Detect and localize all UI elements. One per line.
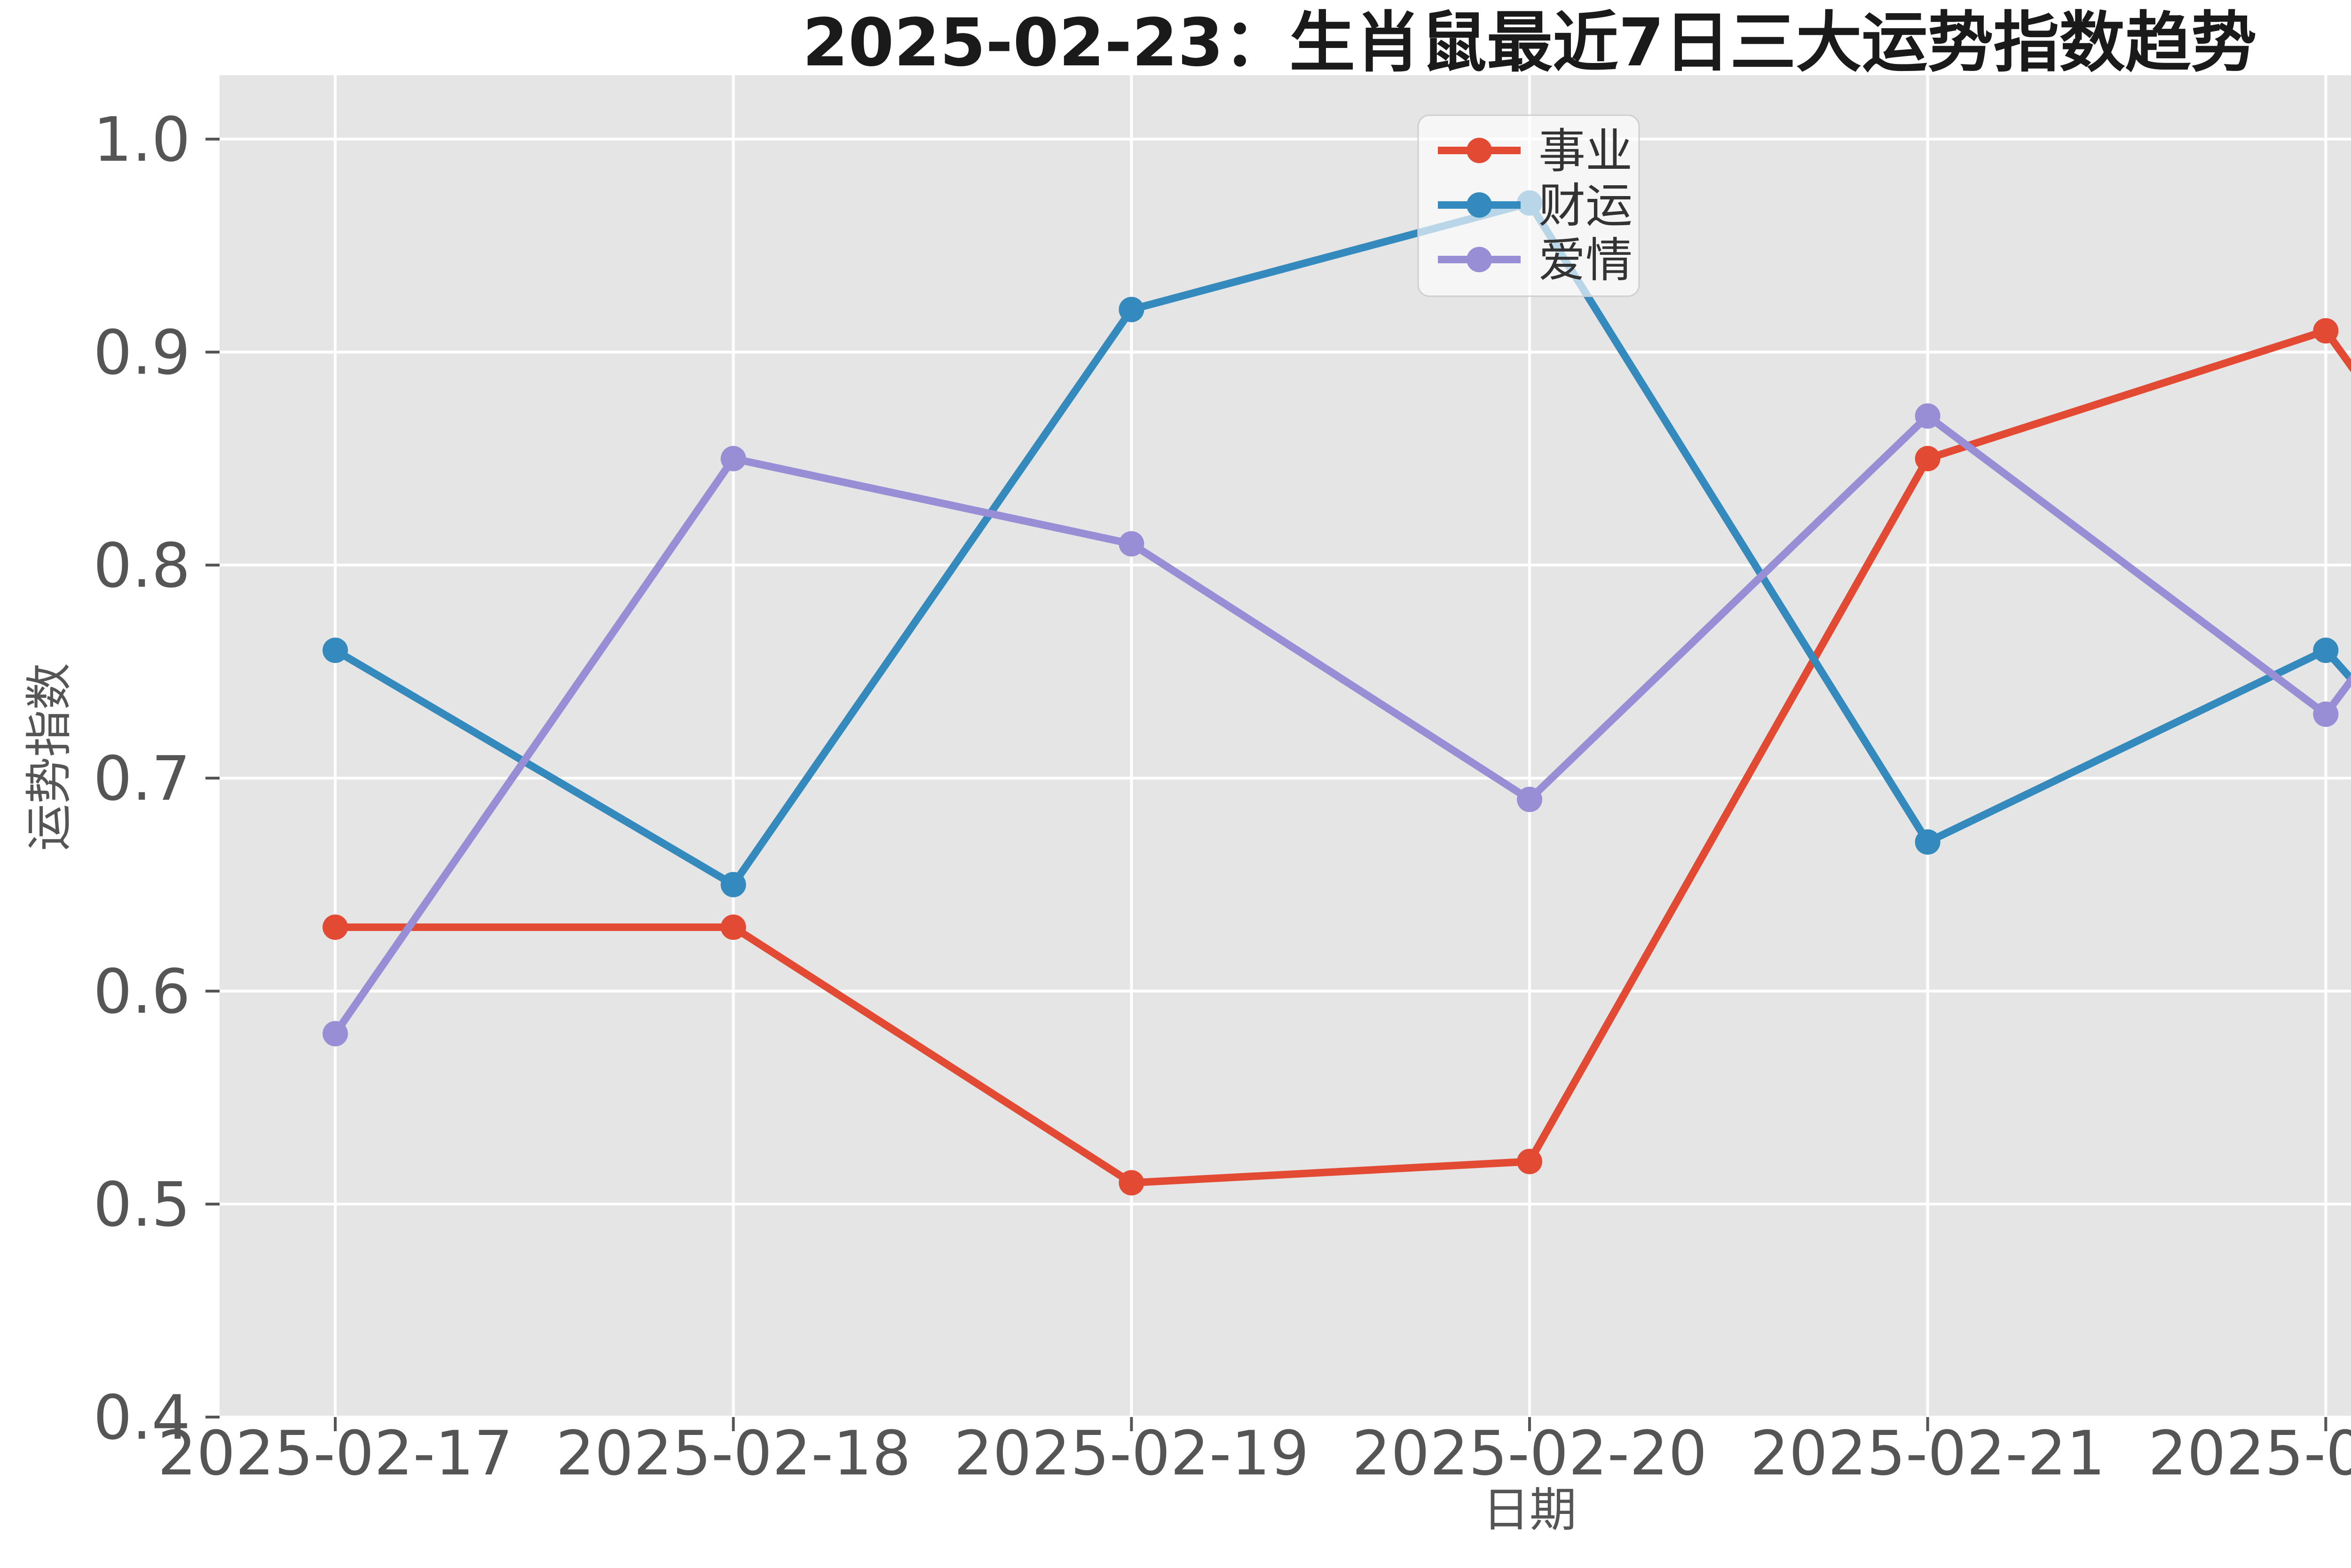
y-axis-label: 运势指数 — [22, 663, 77, 851]
legend-label-wealth: 财运 — [1538, 178, 1633, 233]
legend-marker-dot-wealth — [1467, 192, 1492, 218]
x-tick-label: 2025-02-19 — [954, 1418, 1310, 1489]
legend-marker-dot-love — [1467, 247, 1492, 272]
data-point-love-2025-02-19 — [1119, 531, 1144, 557]
y-tick-label: 1.0 — [93, 104, 190, 175]
data-point-career-2025-02-18 — [720, 914, 746, 940]
legend-label-career: 事业 — [1538, 124, 1633, 179]
data-point-wealth-2025-02-18 — [720, 872, 746, 898]
legend-label-love: 爱情 — [1538, 233, 1633, 288]
x-tick-label: 2025-02-17 — [158, 1418, 513, 1489]
x-tick-label: 2025-02-21 — [1750, 1418, 2106, 1489]
data-point-love-2025-02-21 — [1915, 403, 1941, 429]
chart-title: 2025-02-23：生肖鼠最近7日三大运势指数趋势 — [802, 5, 2257, 81]
y-tick-label: 0.9 — [93, 317, 190, 388]
data-point-career-2025-02-20 — [1517, 1149, 1542, 1174]
data-point-love-2025-02-22 — [2313, 701, 2339, 727]
data-point-love-2025-02-18 — [720, 446, 746, 472]
data-point-love-2025-02-17 — [323, 1021, 348, 1047]
legend-marker-dot-career — [1467, 138, 1492, 163]
data-point-wealth-2025-02-21 — [1915, 829, 1941, 855]
data-point-wealth-2025-02-17 — [323, 638, 348, 663]
x-tick-label: 2025-02-20 — [1352, 1418, 1707, 1489]
data-point-career-2025-02-17 — [323, 914, 348, 940]
data-point-wealth-2025-02-22 — [2313, 638, 2339, 663]
y-tick-label: 0.8 — [93, 530, 190, 601]
x-axis-label: 日期 — [1483, 1482, 1577, 1537]
data-point-wealth-2025-02-19 — [1119, 297, 1144, 323]
x-tick-label: 2025-02-22 — [2148, 1418, 2351, 1489]
data-point-career-2025-02-21 — [1915, 446, 1941, 472]
data-point-career-2025-02-22 — [2313, 318, 2339, 344]
data-point-love-2025-02-20 — [1517, 787, 1542, 812]
y-tick-label: 0.6 — [93, 956, 190, 1027]
y-tick-label: 0.4 — [93, 1382, 190, 1453]
data-point-career-2025-02-19 — [1119, 1170, 1144, 1196]
x-tick-label: 2025-02-18 — [556, 1418, 911, 1489]
plot-background — [220, 75, 2351, 1417]
y-tick-label: 0.5 — [93, 1169, 190, 1240]
y-tick-label: 0.7 — [93, 743, 190, 814]
